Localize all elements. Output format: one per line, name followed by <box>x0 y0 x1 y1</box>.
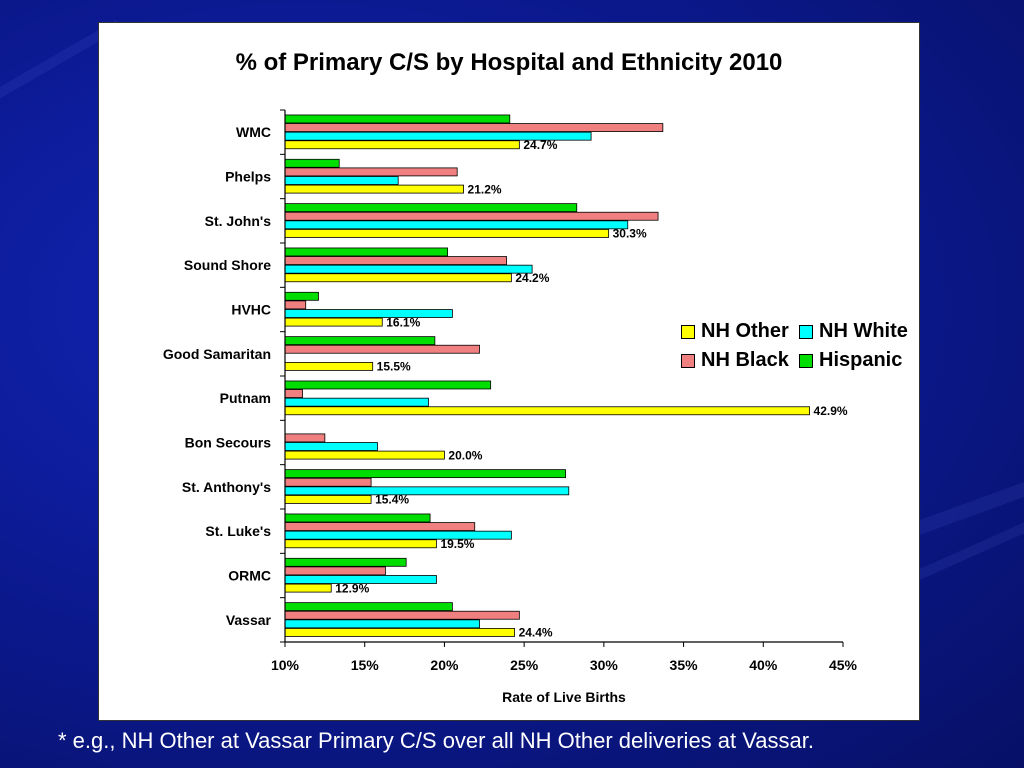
bar <box>284 309 453 318</box>
bar <box>284 123 664 132</box>
category-label: Vassar <box>226 612 272 628</box>
data-label: 15.5% <box>377 360 411 374</box>
bar <box>284 397 429 407</box>
category-label: St. Anthony's <box>182 479 271 495</box>
bar <box>284 247 449 257</box>
bar <box>284 557 407 567</box>
bar <box>284 273 512 283</box>
bar <box>284 530 512 540</box>
legend-item: NH Black <box>681 349 799 372</box>
category-label: St. Luke's <box>205 523 271 539</box>
x-axis-label: Rate of Live Births <box>502 689 626 705</box>
bar <box>284 362 374 371</box>
data-label: 30.3% <box>613 227 647 241</box>
bar <box>284 264 533 274</box>
legend-label: NH Other <box>701 320 789 342</box>
bar <box>284 406 810 416</box>
data-label: 24.2% <box>515 271 549 285</box>
bar <box>284 442 378 451</box>
legend: NH Other NH White NH Black Hispanic <box>681 320 917 372</box>
bar <box>284 211 659 221</box>
category-label: HVHC <box>231 302 271 318</box>
x-tick-label: 15% <box>351 657 380 673</box>
category-label: ORMC <box>228 568 271 584</box>
bar-chart: 24.7% WMC 21.2% Phelps 30.3% St. John's 24.2% S… <box>163 109 858 705</box>
legend-swatch <box>799 353 813 368</box>
bar <box>284 140 520 150</box>
bar <box>284 469 566 479</box>
bar <box>284 184 464 194</box>
data-label: 21.2% <box>468 182 502 196</box>
legend-item: Hispanic <box>799 349 917 372</box>
category-label: Putnam <box>220 390 271 406</box>
data-label: 19.5% <box>440 537 474 551</box>
category-label: WMC <box>236 124 271 140</box>
bar <box>284 610 520 620</box>
bar <box>284 619 480 629</box>
category-label: Bon Secours <box>185 435 272 451</box>
x-tick-label: 10% <box>271 657 300 673</box>
footnote: * e.g., NH Other at Vassar Primary C/S o… <box>58 728 814 753</box>
bar <box>284 300 307 310</box>
bar <box>284 336 436 346</box>
bar <box>284 344 480 354</box>
chart-panel: % of Primary C/S by Hospital and Ethnici… <box>98 22 920 721</box>
x-tick-label: 35% <box>670 657 699 673</box>
bar <box>284 317 383 327</box>
legend-swatch <box>799 324 813 339</box>
bar <box>284 628 515 637</box>
bar <box>284 539 437 549</box>
data-label: 20.0% <box>448 448 482 462</box>
legend-swatch <box>681 353 695 368</box>
bar <box>284 450 445 460</box>
legend-label: NH White <box>819 320 908 342</box>
legend-label: Hispanic <box>819 349 903 371</box>
x-tick-label: 45% <box>829 657 858 673</box>
bar <box>284 513 431 523</box>
data-label: 24.7% <box>523 138 557 152</box>
x-tick-label: 20% <box>430 657 459 673</box>
bar <box>284 158 340 168</box>
category-label: St. John's <box>205 213 272 229</box>
bar <box>284 495 372 504</box>
bar <box>284 583 332 593</box>
legend-swatch <box>681 324 695 339</box>
bar <box>284 291 319 301</box>
bar <box>284 176 399 185</box>
bar <box>284 229 610 238</box>
data-label: 24.4% <box>519 626 553 640</box>
bar <box>284 380 492 390</box>
chart-title: % of Primary C/S by Hospital and Ethnici… <box>235 49 783 76</box>
legend-item: NH White <box>799 320 917 343</box>
bar <box>284 522 476 531</box>
category-label: Good Samaritan <box>163 346 271 362</box>
bar <box>284 114 511 124</box>
x-tick-label: 40% <box>749 657 778 673</box>
bar <box>284 256 508 265</box>
bar <box>284 486 570 496</box>
bar <box>284 602 453 612</box>
legend-label: NH Black <box>701 349 789 371</box>
category-label: Sound Shore <box>184 257 271 273</box>
bar <box>284 203 578 213</box>
bar <box>284 433 326 443</box>
x-tick-label: 25% <box>510 657 539 673</box>
data-label: 42.9% <box>814 404 848 418</box>
bar <box>284 220 629 230</box>
bar <box>284 389 303 398</box>
category-label: Phelps <box>225 169 271 185</box>
data-label: 16.1% <box>386 315 420 329</box>
x-tick-label: 30% <box>590 657 619 673</box>
bar <box>284 167 458 177</box>
data-label: 15.4% <box>375 493 409 507</box>
data-label: 12.9% <box>335 581 369 595</box>
bar <box>284 477 372 487</box>
legend-item: NH Other <box>681 320 799 343</box>
bar <box>284 566 386 576</box>
